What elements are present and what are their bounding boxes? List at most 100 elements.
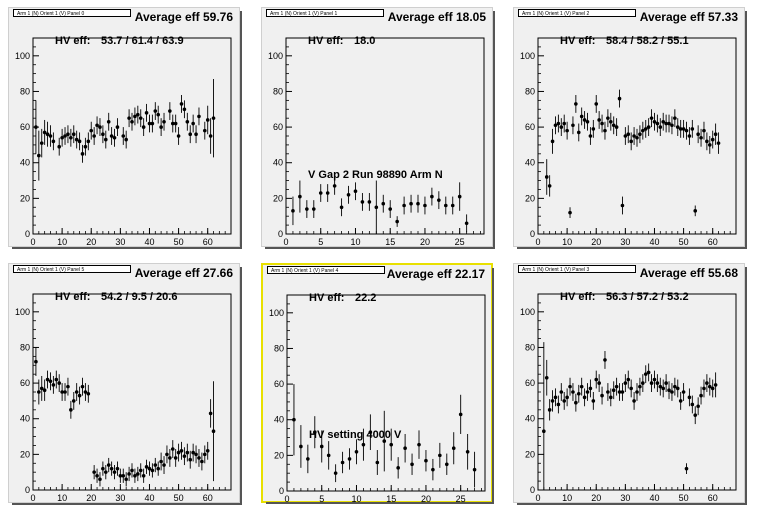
data-point xyxy=(153,109,158,113)
plot-panel[interactable]: Arm 1 (N) Orient 1 (V) Panel 5 Average ef… xyxy=(8,263,242,505)
data-point xyxy=(638,132,642,137)
data-point xyxy=(48,134,53,138)
plot-panel[interactable]: Arm 1 (N) Orient 1 (V) Panel 0 Average ef… xyxy=(8,7,242,249)
data-point xyxy=(684,466,689,471)
annotation-label: V Gap 2 Run 98890 Arm N xyxy=(308,169,443,181)
plot-panel[interactable]: Arm 1 (N) Orient 1 (V) Panel 2 Average ef… xyxy=(513,7,747,249)
x-tick-label: 50 xyxy=(679,237,689,247)
data-point xyxy=(550,399,555,403)
data-point xyxy=(626,377,631,382)
data-point xyxy=(168,109,172,113)
y-tick-label: 100 xyxy=(15,51,30,61)
data-point xyxy=(202,128,207,133)
data-point xyxy=(319,444,324,449)
average-eff-label: Average eff 22.17 xyxy=(386,267,485,281)
data-point xyxy=(115,125,120,129)
data-point xyxy=(48,379,53,384)
y-tick-label: 20 xyxy=(273,193,283,203)
data-point xyxy=(403,446,407,451)
data-point xyxy=(176,134,181,138)
hv-eff-label: HV eff: xyxy=(560,35,595,47)
data-point xyxy=(395,219,399,224)
y-tick-label: 80 xyxy=(273,86,283,96)
plot-panel[interactable]: Arm 1 (N) Orient 1 (V) Panel 3 Average ef… xyxy=(513,263,747,505)
data-point xyxy=(103,470,108,474)
data-point xyxy=(197,114,201,119)
data-point xyxy=(311,207,316,211)
data-point xyxy=(559,125,564,129)
plot-panel[interactable]: Arm 1 (N) Orient 1 (V) Panel 4 Average ef… xyxy=(261,263,494,504)
data-point xyxy=(705,139,709,144)
y-tick-label: 40 xyxy=(20,414,30,424)
x-tick-label: 50 xyxy=(679,493,689,503)
data-point xyxy=(354,450,359,454)
data-point xyxy=(670,390,674,394)
data-point xyxy=(684,128,689,133)
x-tick-label: 5 xyxy=(319,494,324,504)
data-point xyxy=(197,456,201,460)
data-point xyxy=(74,137,79,142)
data-point xyxy=(179,449,184,453)
data-point xyxy=(661,386,666,391)
data-point xyxy=(118,473,123,478)
data-point xyxy=(389,442,394,447)
data-point xyxy=(620,203,625,208)
data-point xyxy=(205,118,210,122)
average-eff-label: Average eff 55.68 xyxy=(639,266,738,280)
data-point xyxy=(664,121,668,126)
plot-panel[interactable]: Arm 1 (N) Orient 1 (V) Panel 1 Average ef… xyxy=(261,7,495,249)
data-point xyxy=(202,452,207,457)
data-point xyxy=(159,459,163,464)
data-point xyxy=(375,460,380,465)
data-point xyxy=(162,119,166,124)
data-point xyxy=(51,139,56,144)
average-eff-label: Average eff 59.76 xyxy=(134,10,233,24)
data-point xyxy=(150,468,155,473)
data-point xyxy=(42,130,47,135)
x-tick-label: 0 xyxy=(284,494,289,504)
data-point xyxy=(182,107,187,112)
data-point xyxy=(707,143,712,147)
data-point xyxy=(443,203,448,208)
data-point xyxy=(544,375,549,380)
data-point xyxy=(617,96,622,101)
x-tick-label: 50 xyxy=(174,493,184,503)
data-point xyxy=(37,390,41,394)
data-point xyxy=(208,411,213,416)
data-point xyxy=(69,408,73,412)
data-point xyxy=(646,370,651,375)
data-point xyxy=(678,127,683,131)
data-point xyxy=(608,395,613,400)
x-tick-label: 25 xyxy=(456,494,466,504)
hv-eff-label: HV eff: xyxy=(55,291,90,303)
data-point xyxy=(130,468,134,473)
data-point xyxy=(188,457,193,462)
y-tick-label: 40 xyxy=(525,158,535,168)
data-point xyxy=(141,473,146,478)
data-point xyxy=(69,135,73,140)
data-point xyxy=(39,141,44,145)
x-tick-label: 15 xyxy=(385,237,395,247)
data-point xyxy=(623,134,628,138)
x-tick-label: 40 xyxy=(649,493,659,503)
x-tick-label: 10 xyxy=(562,237,572,247)
data-point xyxy=(298,194,302,199)
data-point xyxy=(600,393,604,398)
x-tick-label: 40 xyxy=(144,237,154,247)
y-tick-label: 100 xyxy=(520,307,535,317)
data-point xyxy=(66,384,70,389)
y-tick-label: 20 xyxy=(20,193,30,203)
data-point xyxy=(34,125,38,129)
x-tick-label: 0 xyxy=(535,493,540,503)
x-tick-label: 10 xyxy=(350,237,360,247)
data-point xyxy=(299,444,303,449)
data-point xyxy=(39,386,44,391)
x-tick-label: 40 xyxy=(144,493,154,503)
x-tick-label: 20 xyxy=(420,237,430,247)
data-point xyxy=(205,449,210,453)
x-tick-label: 30 xyxy=(620,493,630,503)
data-point xyxy=(431,467,435,472)
data-point xyxy=(710,137,715,142)
data-point xyxy=(606,116,610,120)
data-point xyxy=(121,134,126,138)
